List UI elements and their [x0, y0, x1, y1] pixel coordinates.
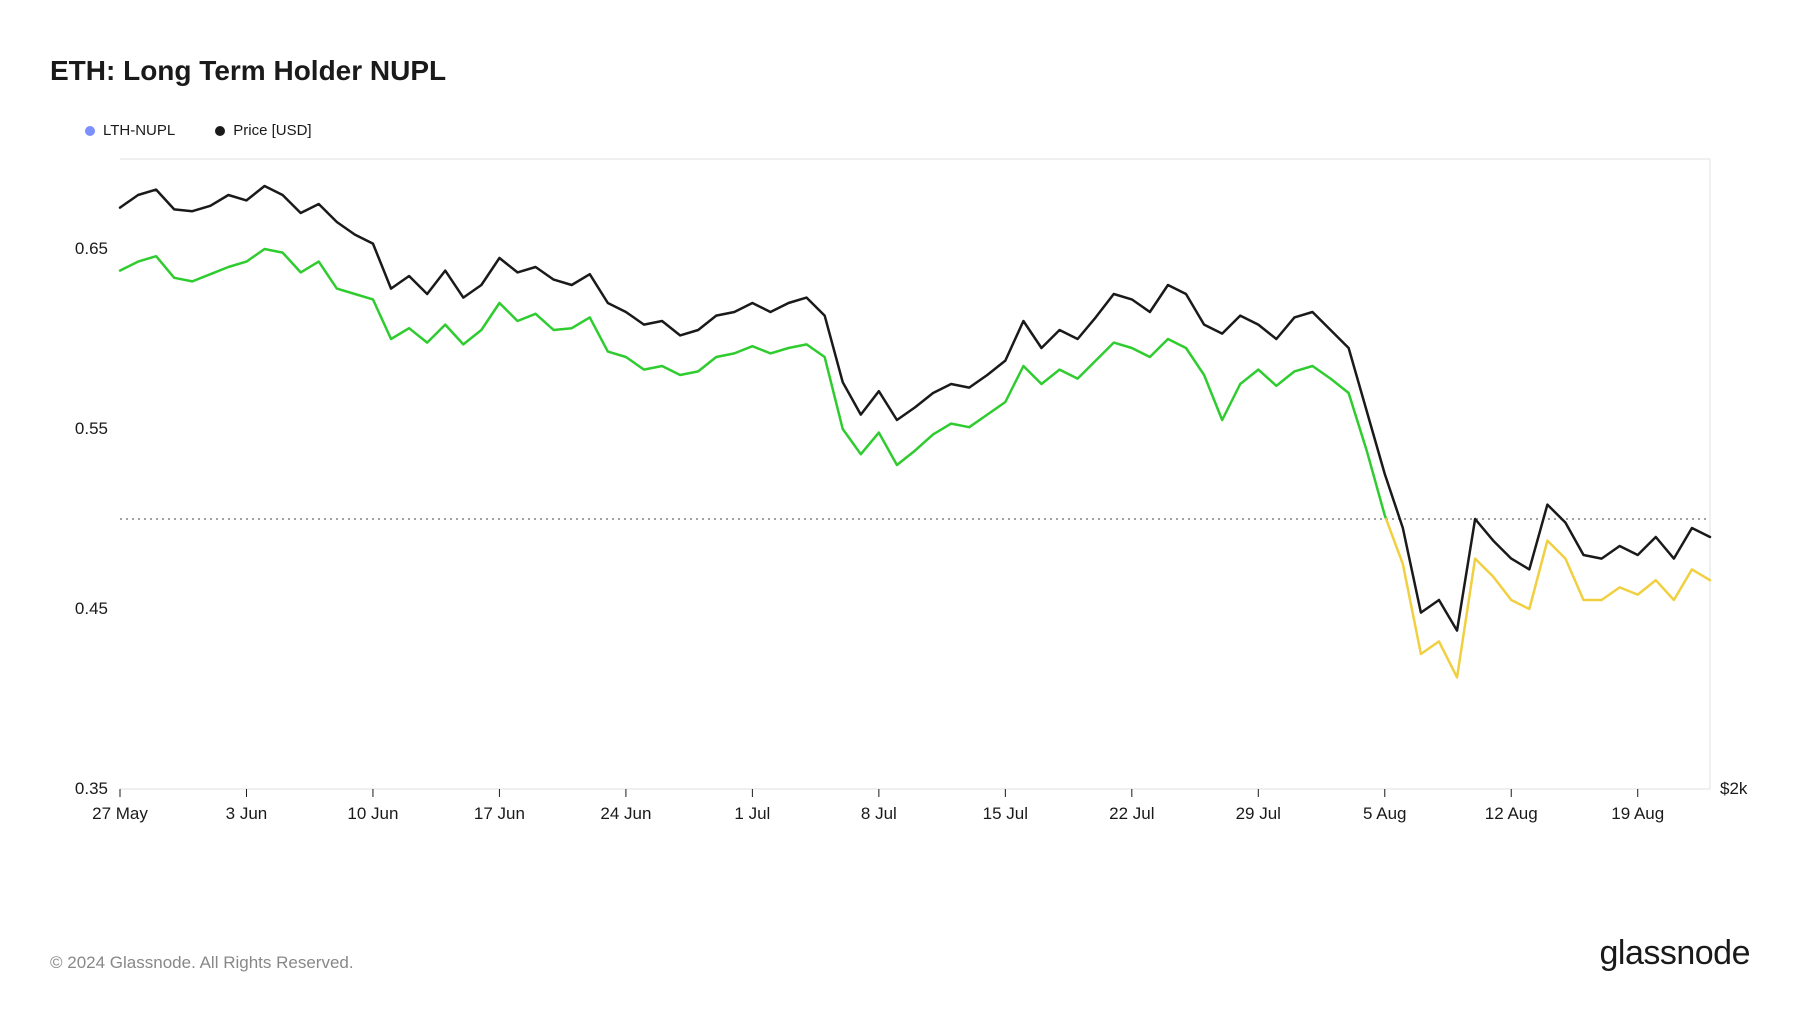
legend-label-nupl: LTH-NUPL — [103, 122, 175, 139]
svg-text:0.55: 0.55 — [75, 419, 108, 438]
chart-title: ETH: Long Term Holder NUPL — [50, 55, 1750, 87]
svg-text:24 Jun: 24 Jun — [600, 804, 651, 823]
svg-text:0.45: 0.45 — [75, 599, 108, 618]
svg-text:22 Jul: 22 Jul — [1109, 804, 1154, 823]
legend-dot-price — [215, 126, 225, 136]
svg-text:1 Jul: 1 Jul — [734, 804, 770, 823]
brand-logo: glassnode — [1599, 934, 1750, 973]
svg-text:5 Aug: 5 Aug — [1363, 804, 1407, 823]
svg-text:27 May: 27 May — [92, 804, 148, 823]
svg-text:10 Jun: 10 Jun — [347, 804, 398, 823]
svg-text:8 Jul: 8 Jul — [861, 804, 897, 823]
chart-area: 0.35 0.45 0.55 0.65 $2k 27 May 3 Jun 10 Jun 17 J… — [50, 149, 1750, 869]
svg-text:17 Jun: 17 Jun — [474, 804, 525, 823]
legend-dot-nupl — [85, 126, 95, 136]
legend-item-nupl: LTH-NUPL — [85, 122, 175, 139]
legend: LTH-NUPL Price [USD] — [50, 122, 1750, 139]
chart-svg: 0.35 0.45 0.55 0.65 $2k 27 May 3 Jun 10 Jun 17 J… — [50, 149, 1750, 869]
svg-text:19 Aug: 19 Aug — [1611, 804, 1664, 823]
svg-text:0.65: 0.65 — [75, 239, 108, 258]
svg-text:0.35: 0.35 — [75, 779, 108, 798]
svg-text:3 Jun: 3 Jun — [226, 804, 268, 823]
svg-text:12 Aug: 12 Aug — [1485, 804, 1538, 823]
legend-label-price: Price [USD] — [233, 122, 311, 139]
copyright-text: © 2024 Glassnode. All Rights Reserved. — [50, 953, 354, 973]
svg-text:$2k: $2k — [1720, 779, 1748, 798]
legend-item-price: Price [USD] — [215, 122, 311, 139]
svg-text:15 Jul: 15 Jul — [983, 804, 1028, 823]
svg-text:29 Jul: 29 Jul — [1236, 804, 1281, 823]
